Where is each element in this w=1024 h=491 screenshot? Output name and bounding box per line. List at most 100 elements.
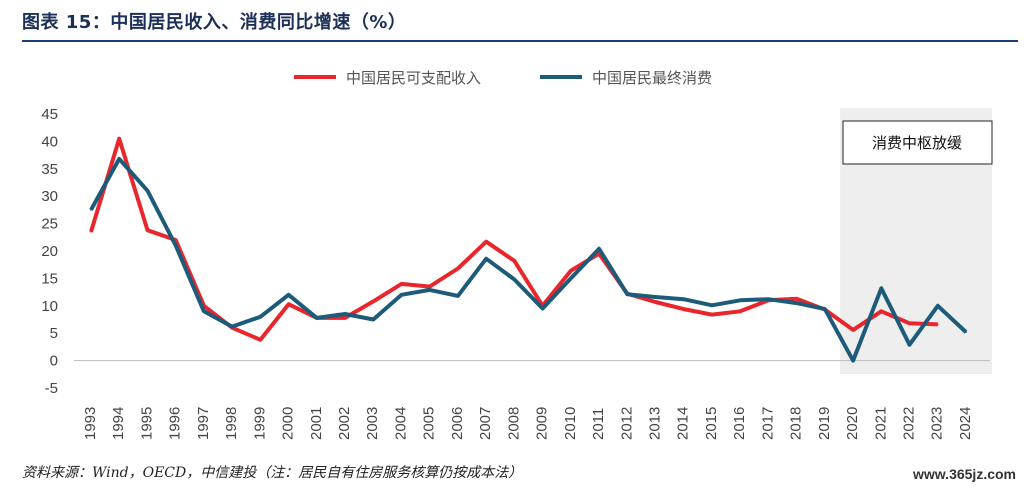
- y-tick-label: 0: [50, 353, 58, 370]
- x-tick-label: 2020: [844, 407, 861, 440]
- data-point: [711, 313, 713, 316]
- x-tick-label: 2004: [392, 407, 409, 440]
- x-tick-label: 2018: [788, 407, 805, 440]
- data-point: [428, 289, 431, 291]
- data-point: [316, 317, 318, 319]
- data-point: [570, 269, 572, 272]
- data-point: [372, 318, 375, 321]
- data-point: [795, 302, 798, 304]
- data-point: [259, 315, 262, 318]
- data-point: [287, 294, 290, 296]
- data-point: [146, 229, 149, 231]
- x-tick-label: 2006: [449, 407, 466, 440]
- y-tick-label: 20: [41, 243, 58, 260]
- x-tick-label: 2021: [872, 407, 889, 440]
- x-tick-label: 1998: [223, 407, 240, 440]
- x-tick-label: 2022: [901, 407, 918, 440]
- data-point: [90, 209, 92, 211]
- data-point: [485, 240, 487, 243]
- series-lines-group: [89, 136, 968, 363]
- data-point: [795, 297, 798, 300]
- data-point: [936, 323, 939, 326]
- data-point: [485, 257, 487, 260]
- data-point: [457, 267, 459, 270]
- y-tick-label: 5: [50, 325, 58, 342]
- data-point: [118, 158, 121, 160]
- data-point: [767, 298, 770, 301]
- x-tick-label: 1993: [82, 407, 99, 440]
- x-tick-label: 1994: [110, 407, 127, 440]
- data-point: [880, 287, 883, 290]
- data-point: [146, 189, 149, 192]
- y-tick-label: 30: [41, 188, 58, 205]
- series-line-consumption: [89, 156, 968, 363]
- y-tick-label: 45: [41, 106, 58, 123]
- y-tick-label: 40: [41, 133, 58, 150]
- annotation-group: 消费中枢放缓: [842, 120, 993, 165]
- data-point: [965, 331, 967, 333]
- data-point: [174, 244, 177, 247]
- data-point: [344, 317, 346, 319]
- y-tick-label: 10: [41, 298, 58, 315]
- data-point: [711, 304, 713, 307]
- data-point: [344, 313, 346, 315]
- x-tick-label: 2013: [646, 407, 663, 440]
- data-point: [598, 252, 600, 255]
- y-tick-label: 25: [41, 216, 58, 233]
- data-point: [654, 296, 657, 298]
- data-point: [654, 301, 657, 303]
- x-tick-label: 2012: [618, 407, 635, 440]
- data-point: [372, 300, 375, 303]
- data-point: [541, 307, 544, 310]
- data-point: [513, 278, 516, 281]
- y-tick-label: 35: [41, 161, 58, 178]
- x-tick-label: 2003: [364, 407, 381, 440]
- x-tick-label: 2014: [675, 407, 692, 440]
- data-point: [598, 248, 600, 250]
- x-tick-label: 2011: [590, 408, 607, 440]
- x-tick-label: 2008: [505, 407, 522, 440]
- x-tick-label: 2024: [957, 407, 974, 440]
- data-point: [908, 343, 911, 346]
- legend-label: 中国居民可支配收入: [346, 69, 481, 87]
- data-point: [428, 285, 431, 288]
- series-line-income: [89, 136, 938, 342]
- data-point: [682, 308, 685, 310]
- data-point: [908, 322, 911, 325]
- data-point: [824, 308, 826, 310]
- x-tick-label: 1999: [251, 407, 268, 440]
- data-point: [231, 325, 233, 328]
- title-rule: [22, 40, 1018, 42]
- data-point: [118, 137, 121, 140]
- x-tick-label: 1995: [138, 407, 155, 440]
- data-point: [287, 303, 290, 305]
- data-point: [400, 283, 403, 285]
- x-tick-label: 2016: [731, 407, 748, 440]
- data-point: [570, 277, 572, 280]
- x-tick-label: 1996: [167, 407, 184, 440]
- x-tick-label: 2007: [477, 407, 494, 440]
- data-point: [739, 299, 741, 302]
- x-tick-label: 2010: [562, 407, 579, 440]
- data-point: [513, 260, 516, 262]
- data-point: [852, 329, 854, 331]
- data-point: [203, 310, 205, 313]
- legend: 中国居民可支配收入 中国居民最终消费: [294, 69, 712, 87]
- annotation-box: [842, 120, 993, 165]
- source-note: 资料来源：Wind，OECD，中信建投（注：居民自有住房服务核算仍按成本法）: [22, 465, 523, 481]
- data-point: [90, 231, 92, 233]
- x-tick-label: 2001: [308, 407, 325, 440]
- annotation-label: 消费中枢放缓: [872, 134, 962, 152]
- data-point: [739, 310, 741, 313]
- chart-title: 图表 15：中国居民收入、消费同比增速（%）: [22, 12, 407, 33]
- x-tick-label: 2015: [703, 407, 720, 440]
- axis-group: -5 0 5 10 15 20 25 30 35 40 45 1993 1994 1995 1996 1997…: [41, 106, 990, 440]
- x-tick-label: 2023: [929, 407, 946, 440]
- x-tick-label: 2009: [534, 407, 551, 440]
- y-tick-label: 15: [41, 270, 58, 287]
- x-tick-label: 2002: [336, 407, 353, 440]
- legend-label: 中国居民最终消费: [592, 69, 712, 87]
- data-point: [400, 294, 403, 296]
- x-tick-label: 2005: [421, 407, 438, 440]
